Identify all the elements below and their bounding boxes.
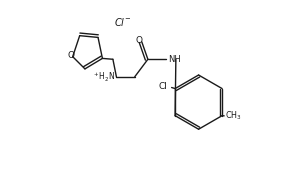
Text: $^+$H$_2$N: $^+$H$_2$N bbox=[92, 71, 116, 84]
Text: Cl: Cl bbox=[158, 82, 167, 91]
Text: Cl$^-$: Cl$^-$ bbox=[115, 16, 132, 28]
Text: O: O bbox=[136, 36, 143, 45]
Text: CH$_3$: CH$_3$ bbox=[225, 110, 242, 122]
Text: NH: NH bbox=[168, 55, 181, 64]
Text: O: O bbox=[67, 51, 74, 60]
